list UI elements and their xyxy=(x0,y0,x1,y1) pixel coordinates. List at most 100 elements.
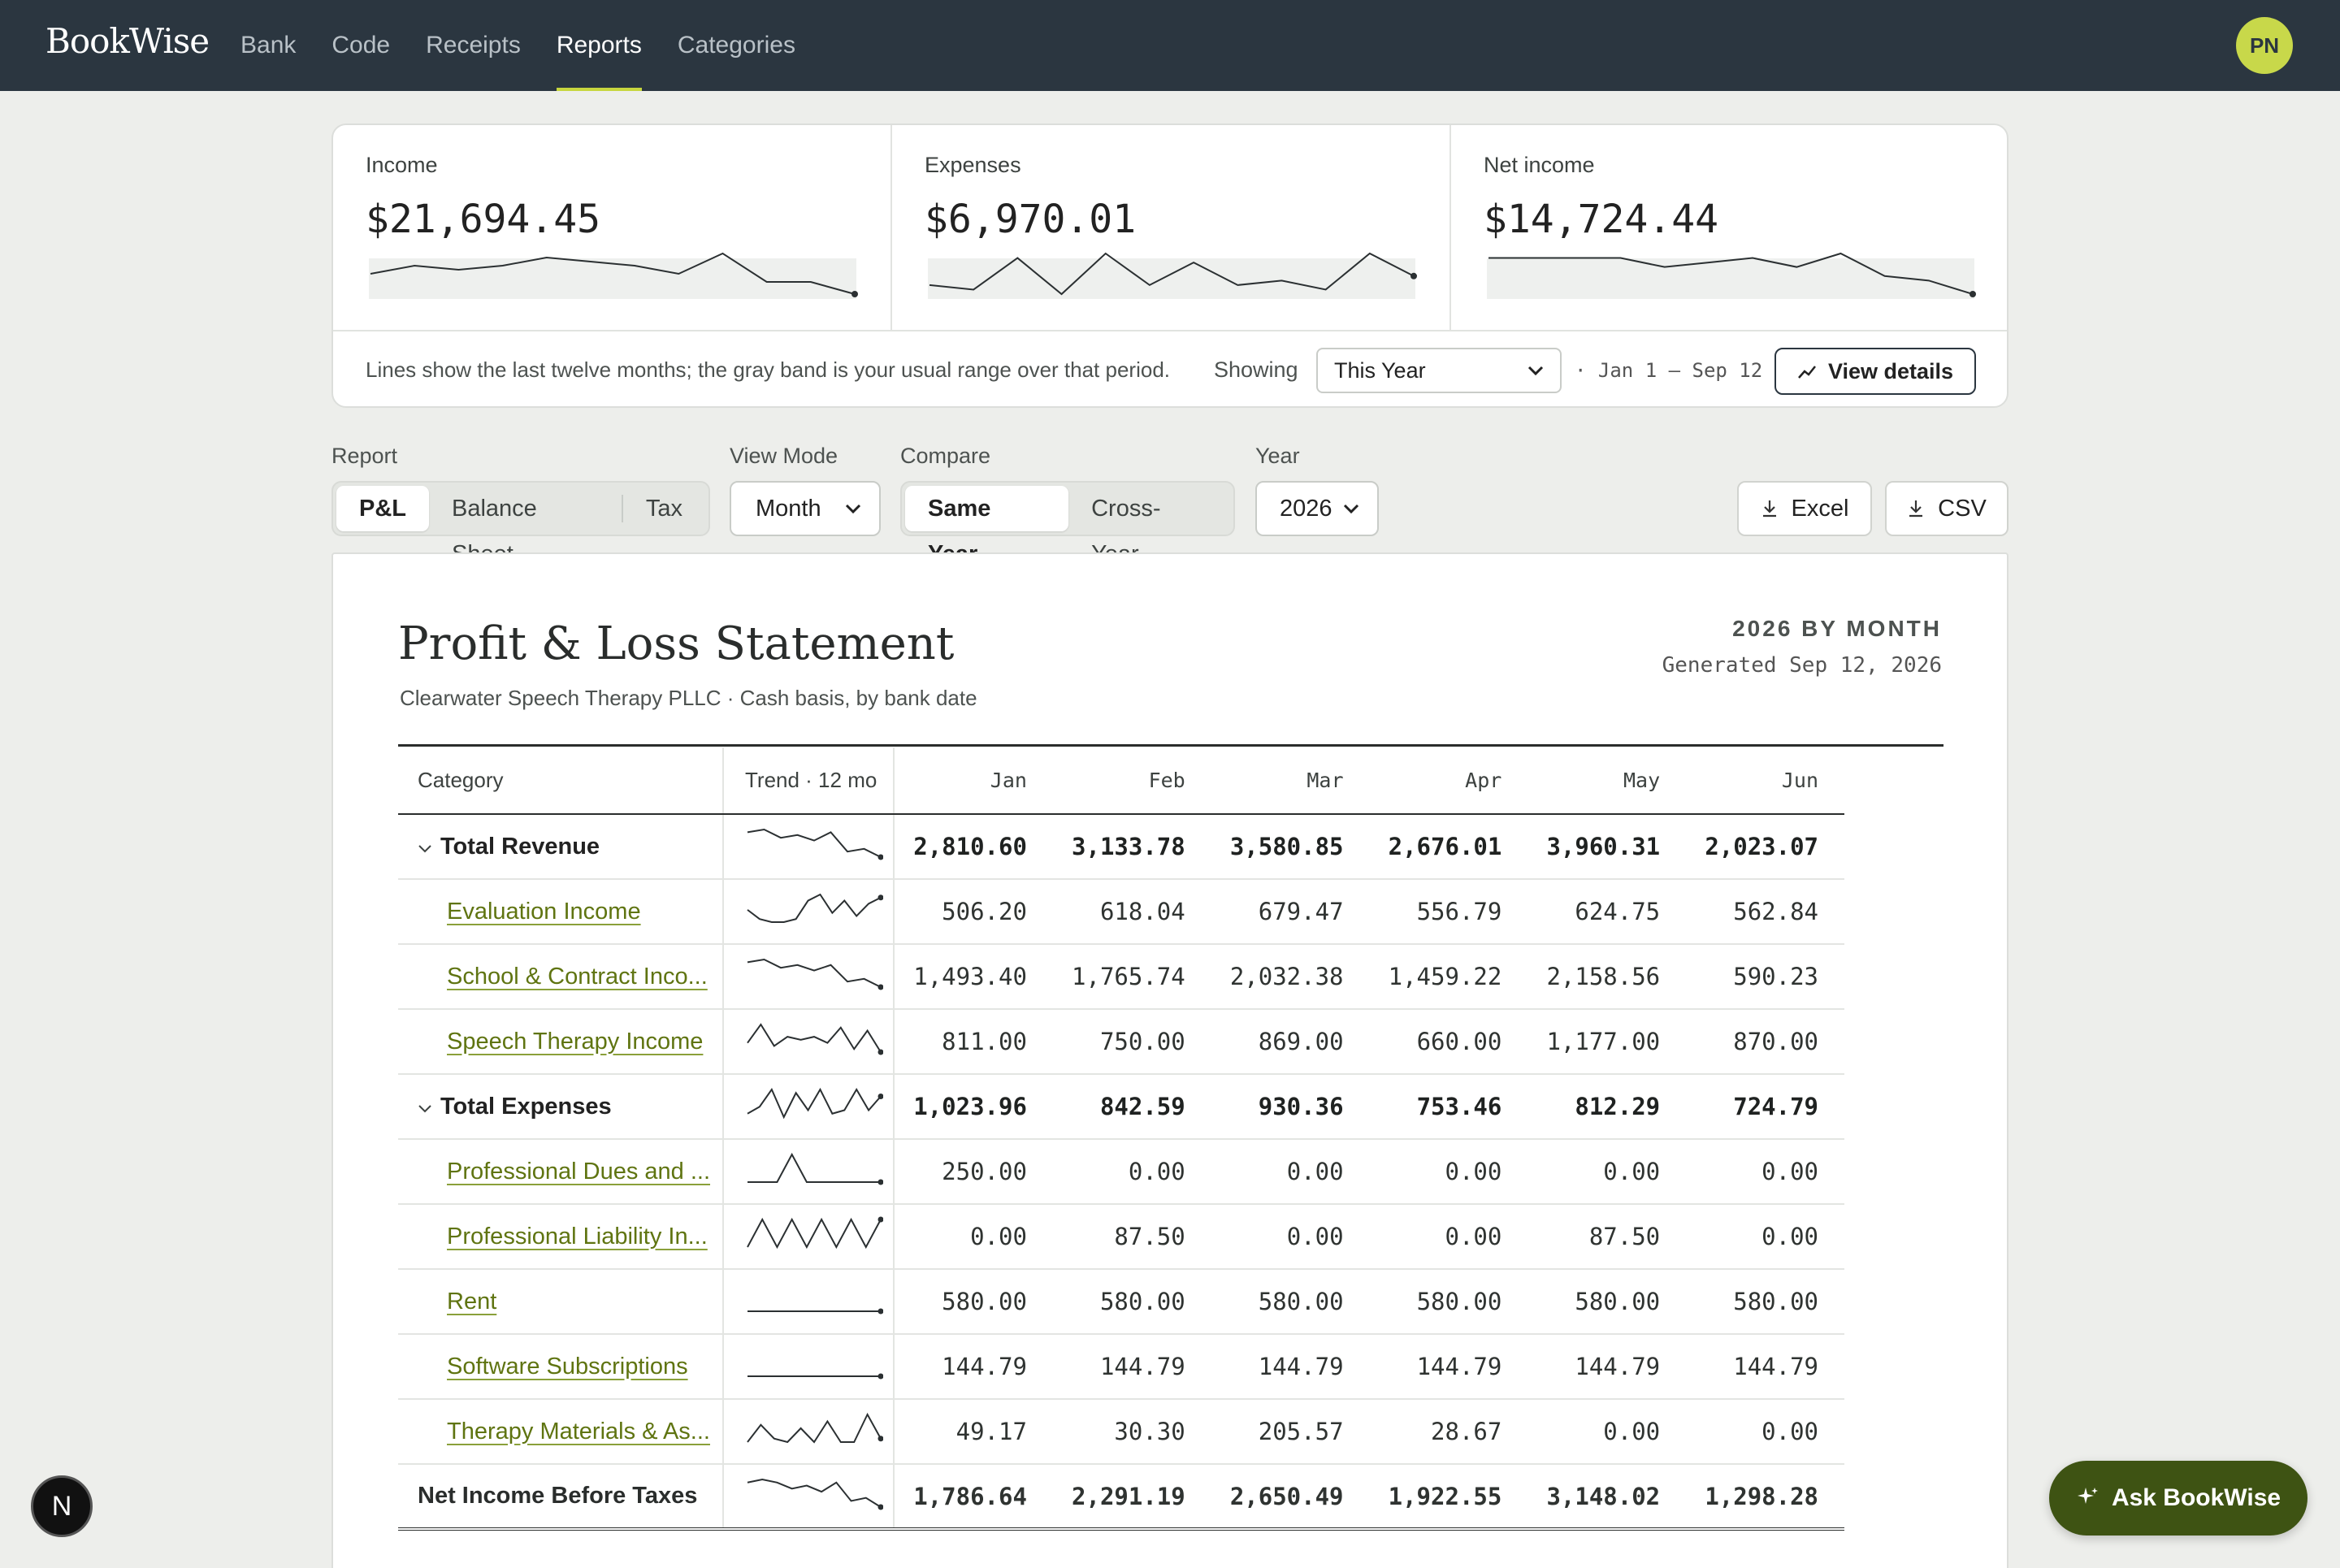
amount-cell: 506.20 xyxy=(894,879,1053,945)
header-category[interactable]: Category xyxy=(398,747,724,815)
view-details-button[interactable]: View details xyxy=(1774,348,1976,395)
export-excel-button[interactable]: Excel xyxy=(1737,481,1872,536)
year-select[interactable]: 2026 xyxy=(1255,481,1379,536)
category-cell: Evaluation Income xyxy=(398,879,724,945)
trend-line xyxy=(747,1217,882,1250)
amount-cell: 2,291.19 xyxy=(1052,1463,1211,1531)
sparkle-icon xyxy=(2077,1488,2098,1504)
amount-cell: 28.67 xyxy=(1369,1399,1528,1465)
amount-cell: 0.00 xyxy=(1211,1204,1370,1270)
amount-cell: 580.00 xyxy=(894,1269,1053,1335)
chevron-down-icon[interactable] xyxy=(418,1097,440,1120)
period-select-value: This Year xyxy=(1334,357,1426,383)
kpi-value: $14,724.44 xyxy=(1484,197,1718,242)
category-link[interactable]: Therapy Materials & As... xyxy=(447,1418,710,1445)
trend-end-dot xyxy=(878,894,884,901)
trend-end-dot xyxy=(878,984,884,990)
trend-sparkline xyxy=(747,1216,884,1250)
dev-badge[interactable]: N xyxy=(31,1475,93,1537)
excel-label: Excel xyxy=(1791,495,1849,522)
table-row[interactable]: Professional Liability In... 0.00 87.50 0.0… xyxy=(398,1204,1844,1270)
chevron-down-icon xyxy=(1343,504,1359,513)
table-row[interactable]: Speech Therapy Income 811.00 750.00 869.00 6… xyxy=(398,1009,1844,1075)
report-subtitle: Clearwater Speech Therapy PLLC · Cash ba… xyxy=(400,686,977,710)
ask-label: Ask BookWise xyxy=(2111,1484,2282,1511)
table-row[interactable]: Rent 580.00 580.00 580.00 580.00 580.00 580.00 xyxy=(398,1269,1844,1335)
table-body: Total Revenue 2,810.60 3,133.78 3,580.85 2,6… xyxy=(398,814,1844,1531)
table-row[interactable]: Evaluation Income 506.20 618.04 679.47 556.7… xyxy=(398,879,1844,945)
report-title: Profit & Loss Statement xyxy=(398,617,955,670)
category-link[interactable]: Rent xyxy=(447,1288,497,1315)
trend-end-dot xyxy=(878,854,884,860)
nav-item-reports[interactable]: Reports xyxy=(556,0,642,91)
amount-cell: 0.00 xyxy=(1686,1139,1844,1205)
export-csv-button[interactable]: CSV xyxy=(1885,481,2008,536)
category-cell: Speech Therapy Income xyxy=(398,1009,724,1075)
trend-end-dot xyxy=(878,1049,884,1055)
category-label: Total Revenue xyxy=(440,833,600,860)
header-month: May xyxy=(1528,747,1687,815)
trend-cell xyxy=(723,1399,895,1465)
amount-cell: 49.17 xyxy=(894,1399,1053,1465)
divider xyxy=(621,495,623,522)
amount-cell: 144.79 xyxy=(1369,1334,1528,1400)
amount-cell: 0.00 xyxy=(1686,1204,1844,1270)
table-row[interactable]: Therapy Materials & As... 49.17 30.30 205.5… xyxy=(398,1399,1844,1465)
kpi-net-income: Net income $14,724.44 xyxy=(1451,125,2007,330)
trend-line xyxy=(747,1478,882,1508)
trend-sparkline xyxy=(747,1023,884,1055)
amount-cell: 724.79 xyxy=(1686,1073,1844,1140)
nav-item-categories[interactable]: Categories xyxy=(677,32,795,58)
table-row[interactable]: Professional Dues and ... 250.00 0.00 0.00 0… xyxy=(398,1139,1844,1205)
tab-pnl[interactable]: P&L xyxy=(336,486,429,531)
category-link[interactable]: Speech Therapy Income xyxy=(447,1028,704,1055)
table-row[interactable]: School & Contract Inco... 1,493.40 1,765.7… xyxy=(398,944,1844,1010)
chevron-down-icon[interactable] xyxy=(418,837,440,860)
kpi-label: Net income xyxy=(1484,153,1595,177)
nav-item-bank[interactable]: Bank xyxy=(240,32,297,58)
chevron-down-icon xyxy=(1528,366,1544,375)
ask-bookwise-button[interactable]: Ask BookWise xyxy=(2049,1461,2308,1536)
tab-balance-sheet[interactable]: Balance Sheet xyxy=(452,496,537,567)
table-row[interactable]: Software Subscriptions 144.79 144.79 144.79… xyxy=(398,1334,1844,1400)
amount-cell: 580.00 xyxy=(1686,1269,1844,1335)
nav-item-code[interactable]: Code xyxy=(332,32,391,58)
amount-cell: 3,960.31 xyxy=(1528,814,1687,880)
trend-cell xyxy=(723,1073,895,1140)
brand-logo[interactable]: BookWise xyxy=(46,21,210,61)
view-mode-value: Month xyxy=(756,495,821,522)
amount-cell: 3,580.85 xyxy=(1211,814,1370,880)
trend-cell xyxy=(723,1269,895,1335)
category-link[interactable]: Professional Liability In... xyxy=(447,1223,708,1250)
sparkline-end-dot xyxy=(1410,272,1417,279)
date-range: · Jan 1 – Sep 12 xyxy=(1575,359,1763,382)
amount-cell: 2,032.38 xyxy=(1211,944,1370,1010)
trend-cell xyxy=(723,1463,895,1531)
tab-same-year[interactable]: Same Year xyxy=(905,486,1069,567)
compare-label: Compare xyxy=(900,444,991,468)
user-avatar[interactable]: PN xyxy=(2236,17,2293,74)
view-mode-select[interactable]: Month xyxy=(730,481,881,536)
amount-cell: 580.00 xyxy=(1528,1269,1687,1335)
category-link[interactable]: Evaluation Income xyxy=(447,898,641,925)
category-link[interactable]: School & Contract Inco... xyxy=(447,963,708,990)
amount-cell: 2,810.60 xyxy=(894,814,1053,880)
category-label: Total Expenses xyxy=(440,1093,612,1120)
category-link[interactable]: Software Subscriptions xyxy=(447,1353,688,1380)
header-month: Jun xyxy=(1686,747,1844,815)
trend-sparkline xyxy=(747,1412,884,1444)
amount-cell: 1,177.00 xyxy=(1528,1009,1687,1075)
category-link[interactable]: Professional Dues and ... xyxy=(447,1158,711,1185)
nav-item-receipts[interactable]: Receipts xyxy=(426,32,521,58)
tab-cross-year[interactable]: Cross-Year xyxy=(1091,496,1161,567)
view-mode-label: View Mode xyxy=(730,444,838,468)
trend-cell xyxy=(723,1204,895,1270)
sparkline-path xyxy=(1488,252,1974,295)
category-cell: School & Contract Inco... xyxy=(398,944,724,1010)
amount-cell: 679.47 xyxy=(1211,879,1370,945)
period-select[interactable]: This Year xyxy=(1316,348,1562,393)
amount-cell: 205.57 xyxy=(1211,1399,1370,1465)
amount-cell: 87.50 xyxy=(1052,1204,1211,1270)
tab-tax[interactable]: Tax xyxy=(645,496,682,522)
amount-cell: 870.00 xyxy=(1686,1009,1844,1075)
